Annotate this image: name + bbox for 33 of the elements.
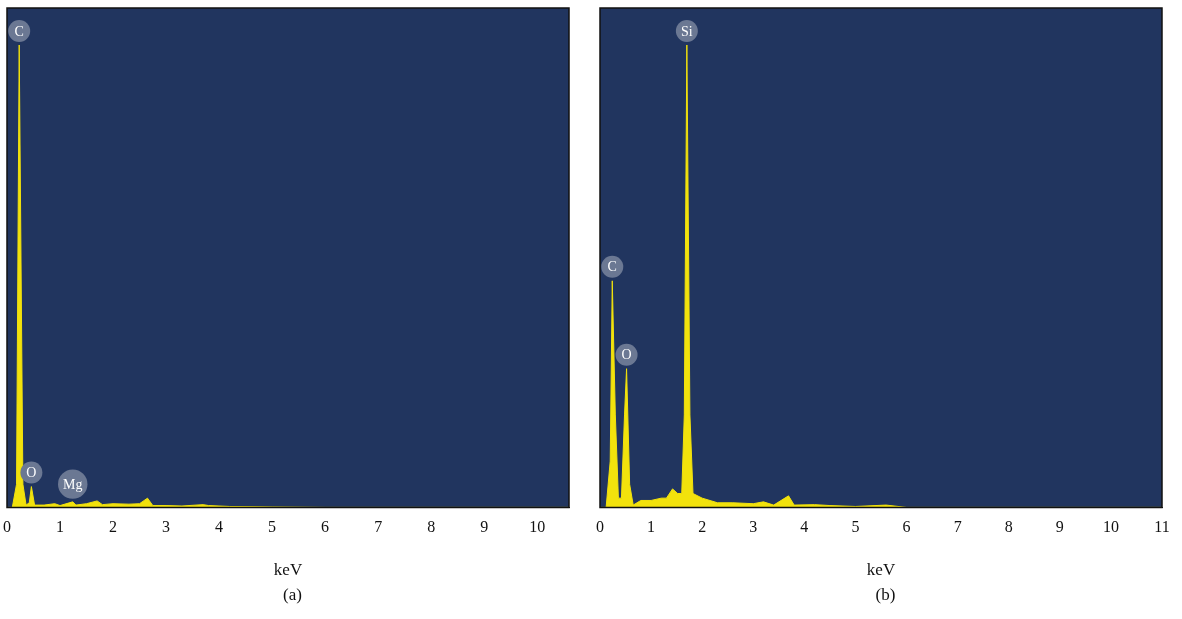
x-tick-label: 6 [902,518,911,536]
x-tick-label: 6 [321,518,330,536]
x-tick-label: 2 [109,518,118,536]
x-tick-label: 11 [1154,518,1170,536]
x-tick-label: 5 [268,518,277,536]
annotation: C [14,23,24,39]
x-axis-title: keV [273,560,303,580]
x-tick-label: 9 [480,518,489,536]
annotation: C [607,259,617,275]
x-tick-label: 3 [749,518,758,536]
text: (a) [282,585,303,605]
annotation: O [26,465,37,481]
x-tick-label: 0 [3,518,11,536]
x-tick-label: 1 [56,518,65,536]
x-tick-label: 10 [529,518,546,536]
x-tick-label: 0 [596,518,604,536]
x-tick-label: 8 [427,518,436,536]
x-tick-label: 5 [851,518,860,536]
x-tick-label: 4 [215,518,224,536]
x-tick-label: 10 [1102,518,1119,536]
text: (b) [874,585,897,605]
annotation: Mg [63,476,83,492]
x-tick-label: 8 [1004,518,1013,536]
x-axis-title: keV [866,560,896,580]
x-tick-label: 9 [1055,518,1064,536]
x-tick-label: 4 [800,518,809,536]
x-tick-label: 7 [953,518,962,536]
x-tick-label: 2 [698,518,707,536]
annotation: Si [681,23,693,39]
annotation: O [621,347,632,363]
x-tick-label: 7 [374,518,383,536]
x-tick-label: 3 [162,518,171,536]
x-tick-label: 1 [647,518,656,536]
